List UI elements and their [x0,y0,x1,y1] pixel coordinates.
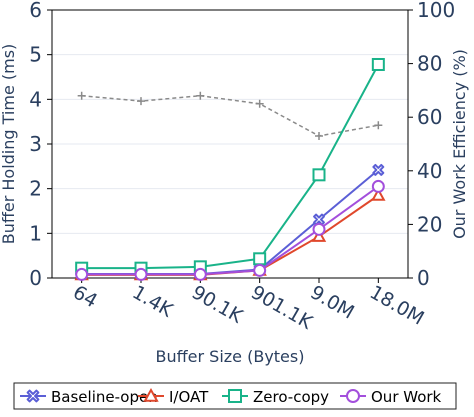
data-point-shape [253,263,267,277]
efficiency-point-shape [315,131,323,140]
legend-label: Baseline-open [51,388,158,406]
x-tick-label: 901.1K [247,281,316,334]
data-point [312,222,326,236]
y2-tick-label: 20 [417,212,442,236]
y-tick-label: 3 [29,132,42,156]
efficiency-point [255,99,264,108]
y2-tick-label: 40 [417,159,442,183]
data-point-shape [311,228,327,242]
y2-tick-label: 0 [417,266,430,290]
efficiency-point-shape [137,97,145,106]
efficiency-point [374,121,383,130]
legend-label: Our Work [371,388,442,406]
efficiency-point-shape [196,91,205,100]
y2-tick-label: 100 [417,0,455,22]
legend-marker [346,389,360,403]
x-tick-label: 90.1K [188,281,247,328]
data-point [75,267,89,281]
data-point-shape [371,187,386,201]
y-tick-label: 0 [29,266,42,290]
x-tick-label: 1.4K [129,281,177,322]
y-tick-label: 2 [29,177,42,201]
x-tick-label: 64 [69,281,101,312]
efficiency-line [81,95,379,137]
y2-tick-label: 80 [417,52,442,76]
series-our-work [75,179,385,281]
data-point-shape [253,252,267,266]
data-point [371,57,385,71]
legend-label: I/OAT [169,388,209,406]
legend-marker-shape [143,387,159,402]
data-point [313,213,325,226]
y-tick-label: 4 [29,87,42,111]
y2-axis-title: Our Work Efficiency (%) [450,49,469,239]
data-point-shape [75,267,89,281]
efficiency-point [137,97,145,106]
efficiency-point-shape [77,91,86,100]
data-point [253,263,267,277]
data-point-shape [371,57,385,71]
data-point [253,252,267,266]
y-tick-label: 5 [29,43,42,67]
legend-item: Zero-copy [222,388,329,406]
data-point-shape [371,179,385,193]
data-point [372,163,385,176]
y-axis-title: Buffer Holding Time (ms) [0,44,18,245]
data-point-shape [193,267,207,281]
legend-marker-shape [26,389,40,403]
data-point [311,228,327,242]
legend-marker [143,387,159,402]
data-point-shape [372,163,385,176]
legend-marker [26,389,40,403]
data-point-shape [134,267,148,281]
legend-marker-shape [228,389,242,403]
y-tick-label: 6 [29,0,42,22]
x-axis-title: Buffer Size (Bytes) [156,347,305,366]
data-point [134,267,148,281]
legend-marker [228,389,242,403]
series-line [81,185,379,276]
y-tick-label: 1 [29,221,42,245]
y2-tick-label: 60 [417,105,442,129]
legend-marker-shape [346,389,360,403]
efficiency-series [77,91,383,140]
legend-item: I/OAT [138,387,209,406]
efficiency-point [196,91,205,100]
legend: Baseline-open I/OAT Zero-copy Our Work [13,382,457,410]
legend-item: Baseline-open [20,388,158,406]
data-point [312,168,326,182]
legend-item: Our Work [340,388,442,406]
series-zero-copy [75,57,385,275]
data-point [371,179,385,193]
data-point [371,187,386,201]
data-point-shape [312,222,326,236]
data-point-shape [313,213,325,226]
legend-label: Zero-copy [253,388,329,406]
data-point-shape [312,168,326,182]
series-line [81,64,380,270]
efficiency-point-shape [255,99,264,108]
series-line [81,169,379,275]
efficiency-point [315,131,323,140]
efficiency-point [77,91,86,100]
efficiency-point-shape [374,121,383,130]
data-point [193,267,207,281]
